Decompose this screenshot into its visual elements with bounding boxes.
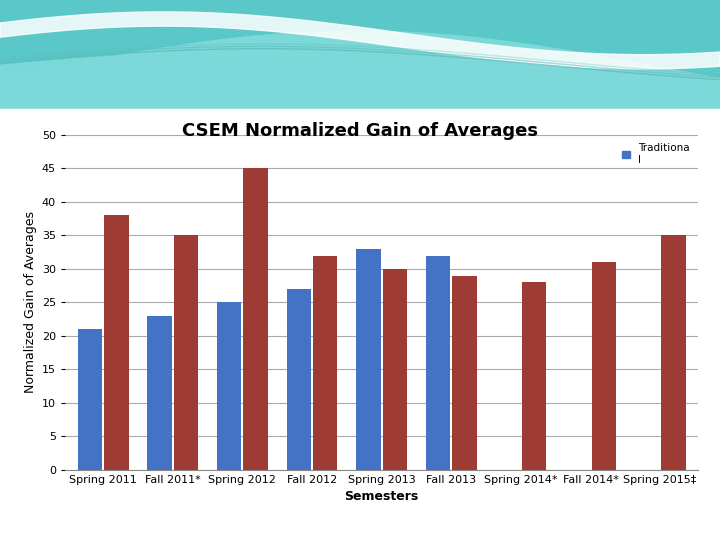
Bar [313,255,338,470]
Bar [217,302,241,470]
Bar [452,275,477,470]
Bar [426,255,450,470]
Bar [174,235,198,470]
Bar [661,235,685,470]
Bar [382,269,407,470]
Text: CSEM Normalized Gain of Averages: CSEM Normalized Gain of Averages [182,122,538,139]
Bar [287,289,311,470]
Y-axis label: Normalized Gain of Averages: Normalized Gain of Averages [24,211,37,394]
Bar [78,329,102,470]
Bar [522,282,546,470]
Legend: Traditiona
l: Traditiona l [618,140,693,168]
Bar [148,316,171,470]
Bar [104,215,128,470]
Bar [592,262,616,470]
Bar [356,249,381,470]
X-axis label: Semesters: Semesters [344,490,419,503]
Bar [243,168,268,470]
